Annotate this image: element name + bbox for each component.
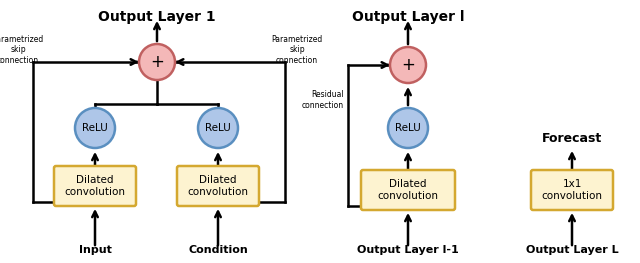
Circle shape <box>388 108 428 148</box>
Text: Output Layer l: Output Layer l <box>352 10 464 24</box>
Text: Output Layer L: Output Layer L <box>525 245 618 255</box>
Text: ReLU: ReLU <box>82 123 108 133</box>
Text: +: + <box>401 56 415 74</box>
FancyBboxPatch shape <box>54 166 136 206</box>
Text: Forecast: Forecast <box>542 132 602 145</box>
Text: Residual
connection: Residual connection <box>302 90 344 110</box>
Text: Parametrized
skip
connection: Parametrized skip connection <box>271 35 323 65</box>
Text: +: + <box>150 53 164 71</box>
FancyBboxPatch shape <box>177 166 259 206</box>
Text: Output Layer l-1: Output Layer l-1 <box>357 245 459 255</box>
Text: Input: Input <box>79 245 111 255</box>
Circle shape <box>198 108 238 148</box>
Text: Dilated
convolution: Dilated convolution <box>378 179 438 201</box>
Text: Dilated
convolution: Dilated convolution <box>65 175 125 197</box>
FancyBboxPatch shape <box>531 170 613 210</box>
Circle shape <box>139 44 175 80</box>
FancyBboxPatch shape <box>361 170 455 210</box>
Text: Output Layer 1: Output Layer 1 <box>98 10 216 24</box>
Text: Condition: Condition <box>188 245 248 255</box>
Text: Dilated
convolution: Dilated convolution <box>188 175 248 197</box>
Circle shape <box>75 108 115 148</box>
Circle shape <box>390 47 426 83</box>
Text: ReLU: ReLU <box>205 123 231 133</box>
Text: Parametrized
skip
connection: Parametrized skip connection <box>0 35 44 65</box>
Text: ReLU: ReLU <box>395 123 421 133</box>
Text: 1x1
convolution: 1x1 convolution <box>541 179 602 201</box>
